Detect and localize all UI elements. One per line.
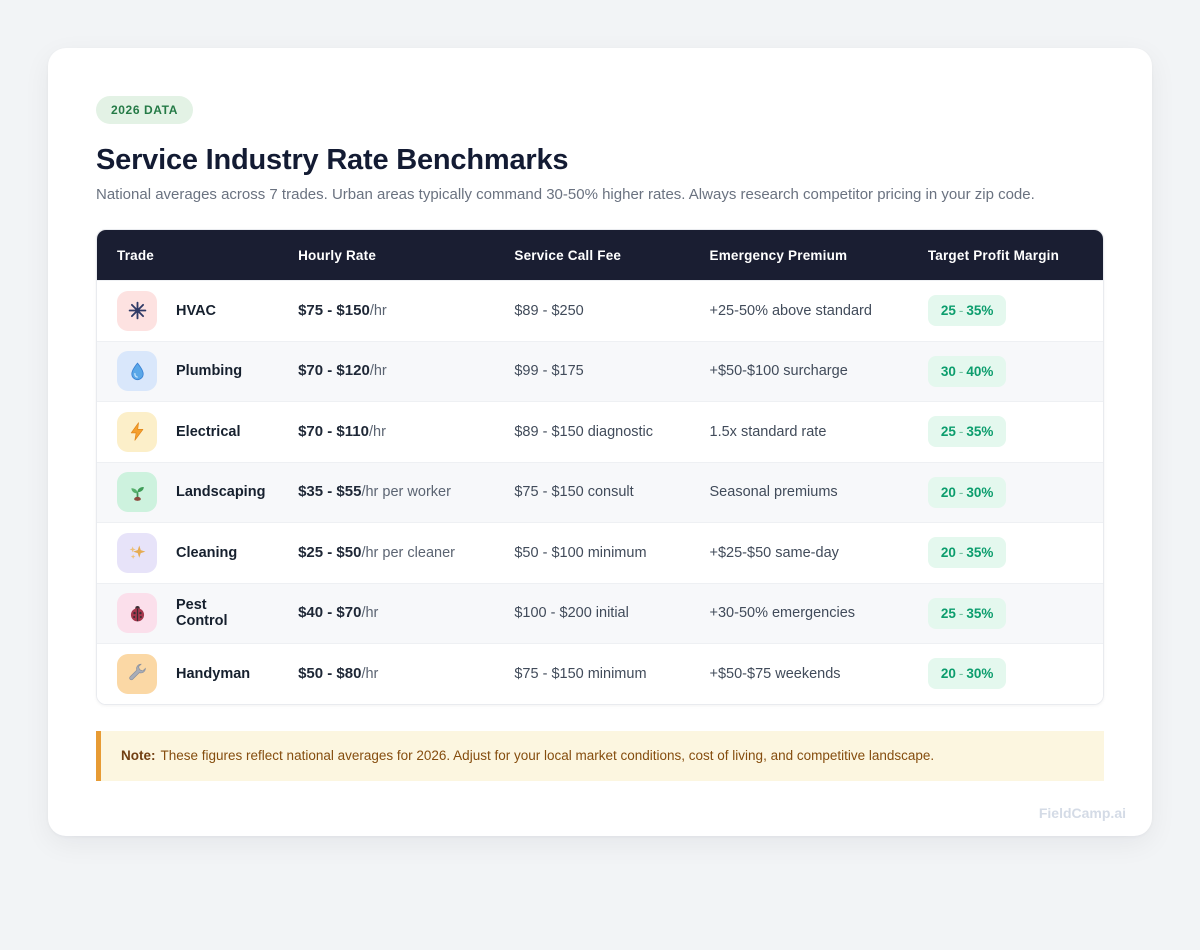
hourly-rate-range: $25 - $50 [298, 543, 362, 561]
column-header-trade: Trade [117, 247, 155, 263]
year-badge: 2026 DATA [96, 96, 193, 124]
profit-margin-badge: 25-35% [927, 295, 1007, 327]
profit-margin-badge: 20-30% [927, 658, 1007, 690]
trade-name: Pest Control [176, 597, 228, 630]
service-call-fee: $75 - $150 consult [514, 484, 634, 501]
column-header-target-profit-margin: Target Profit Margin [927, 247, 1060, 263]
emergency-premium: +$25-$50 same-day [709, 544, 839, 561]
hourly-rate-range: $70 - $110 [298, 422, 369, 440]
table-row-hvac: HVAC $75 - $150/hr $89 - $250 +25-50% ab… [97, 280, 1103, 341]
page-title: Service Industry Rate Benchmarks [96, 144, 569, 176]
emergency-premium: +25-50% above standard [709, 302, 872, 319]
ladybug-icon [117, 593, 157, 634]
hourly-rate-range: $75 - $150 [298, 301, 370, 319]
table-header-row: Trade Hourly Rate Service Call Fee Emerg… [97, 230, 1103, 280]
hourly-rate-unit: /hr per cleaner [361, 544, 455, 561]
service-call-fee: $99 - $175 [514, 363, 584, 380]
hourly-rate-range: $40 - $70 [298, 604, 362, 622]
trade-name: Electrical [176, 423, 241, 440]
rate-benchmarks-table: Trade Hourly Rate Service Call Fee Emerg… [96, 229, 1104, 705]
profit-margin-badge: 25-35% [927, 416, 1007, 448]
hourly-rate-unit: /hr [369, 302, 387, 319]
hourly-rate-unit: /hr [361, 665, 379, 682]
column-header-emergency-premium: Emergency Premium [709, 247, 848, 263]
bolt-icon [117, 411, 157, 452]
column-header-service-call-fee: Service Call Fee [514, 247, 622, 263]
trade-name: Landscaping [176, 484, 266, 501]
service-call-fee: $89 - $150 diagnostic [514, 423, 654, 440]
table-row-cleaning: Cleaning $25 - $50/hr per cleaner $50 - … [97, 522, 1103, 583]
table-row-plumbing: Plumbing $70 - $120/hr $99 - $175 +$50-$… [97, 340, 1103, 401]
hourly-rate-unit: /hr [368, 423, 386, 440]
hourly-rate-unit: /hr [369, 363, 387, 380]
seedling-icon [117, 472, 157, 513]
profit-margin-badge: 20-30% [927, 476, 1007, 508]
service-call-fee: $100 - $200 initial [514, 605, 629, 622]
emergency-premium: 1.5x standard rate [709, 423, 827, 440]
table-row-handyman: Handyman $50 - $80/hr $75 - $150 minimum… [97, 643, 1103, 704]
profit-margin-badge: 25-35% [927, 597, 1007, 629]
hourly-rate-range: $35 - $55 [298, 483, 362, 501]
table-row-landscaping: Landscaping $35 - $55/hr per worker $75 … [97, 461, 1103, 522]
snowflake-icon [117, 290, 157, 331]
emergency-premium: +30-50% emergencies [709, 605, 856, 622]
column-header-hourly-rate: Hourly Rate [298, 247, 377, 263]
service-call-fee: $50 - $100 minimum [514, 544, 647, 561]
sparkles-icon [117, 532, 157, 573]
trade-name: Handyman [176, 665, 251, 682]
table-row-electrical: Electrical $70 - $110/hr $89 - $150 diag… [97, 401, 1103, 462]
droplet-icon [117, 351, 157, 392]
trade-name: HVAC [176, 302, 217, 319]
hourly-rate-unit: /hr per worker [361, 484, 451, 501]
trade-name: Plumbing [176, 363, 243, 380]
service-call-fee: $75 - $150 minimum [514, 665, 647, 682]
benchmark-card: 2026 DATA Service Industry Rate Benchmar… [48, 48, 1152, 836]
emergency-premium: +$50-$75 weekends [709, 665, 841, 682]
wrench-icon [117, 653, 157, 694]
profit-margin-badge: 20-35% [927, 537, 1007, 569]
note-text: These figures reflect national averages … [160, 747, 935, 763]
trade-name: Cleaning [176, 544, 238, 561]
emergency-premium: Seasonal premiums [709, 484, 838, 501]
hourly-rate-range: $50 - $80 [298, 664, 362, 682]
note-label: Note: [121, 747, 156, 763]
note-callout: Note: These figures reflect national aver… [96, 730, 1104, 782]
brand-watermark: FieldCamp.ai [1038, 805, 1126, 821]
table-body: HVAC $75 - $150/hr $89 - $250 +25-50% ab… [97, 280, 1103, 704]
service-call-fee: $89 - $250 [514, 302, 584, 319]
hourly-rate-unit: /hr [361, 605, 379, 622]
hourly-rate-range: $70 - $120 [298, 362, 370, 380]
table-row-pest-control: Pest Control $40 - $70/hr $100 - $200 in… [97, 582, 1103, 643]
emergency-premium: +$50-$100 surcharge [709, 363, 848, 380]
page-subtitle: National averages across 7 trades. Urban… [96, 186, 1035, 203]
profit-margin-badge: 30-40% [927, 355, 1007, 387]
